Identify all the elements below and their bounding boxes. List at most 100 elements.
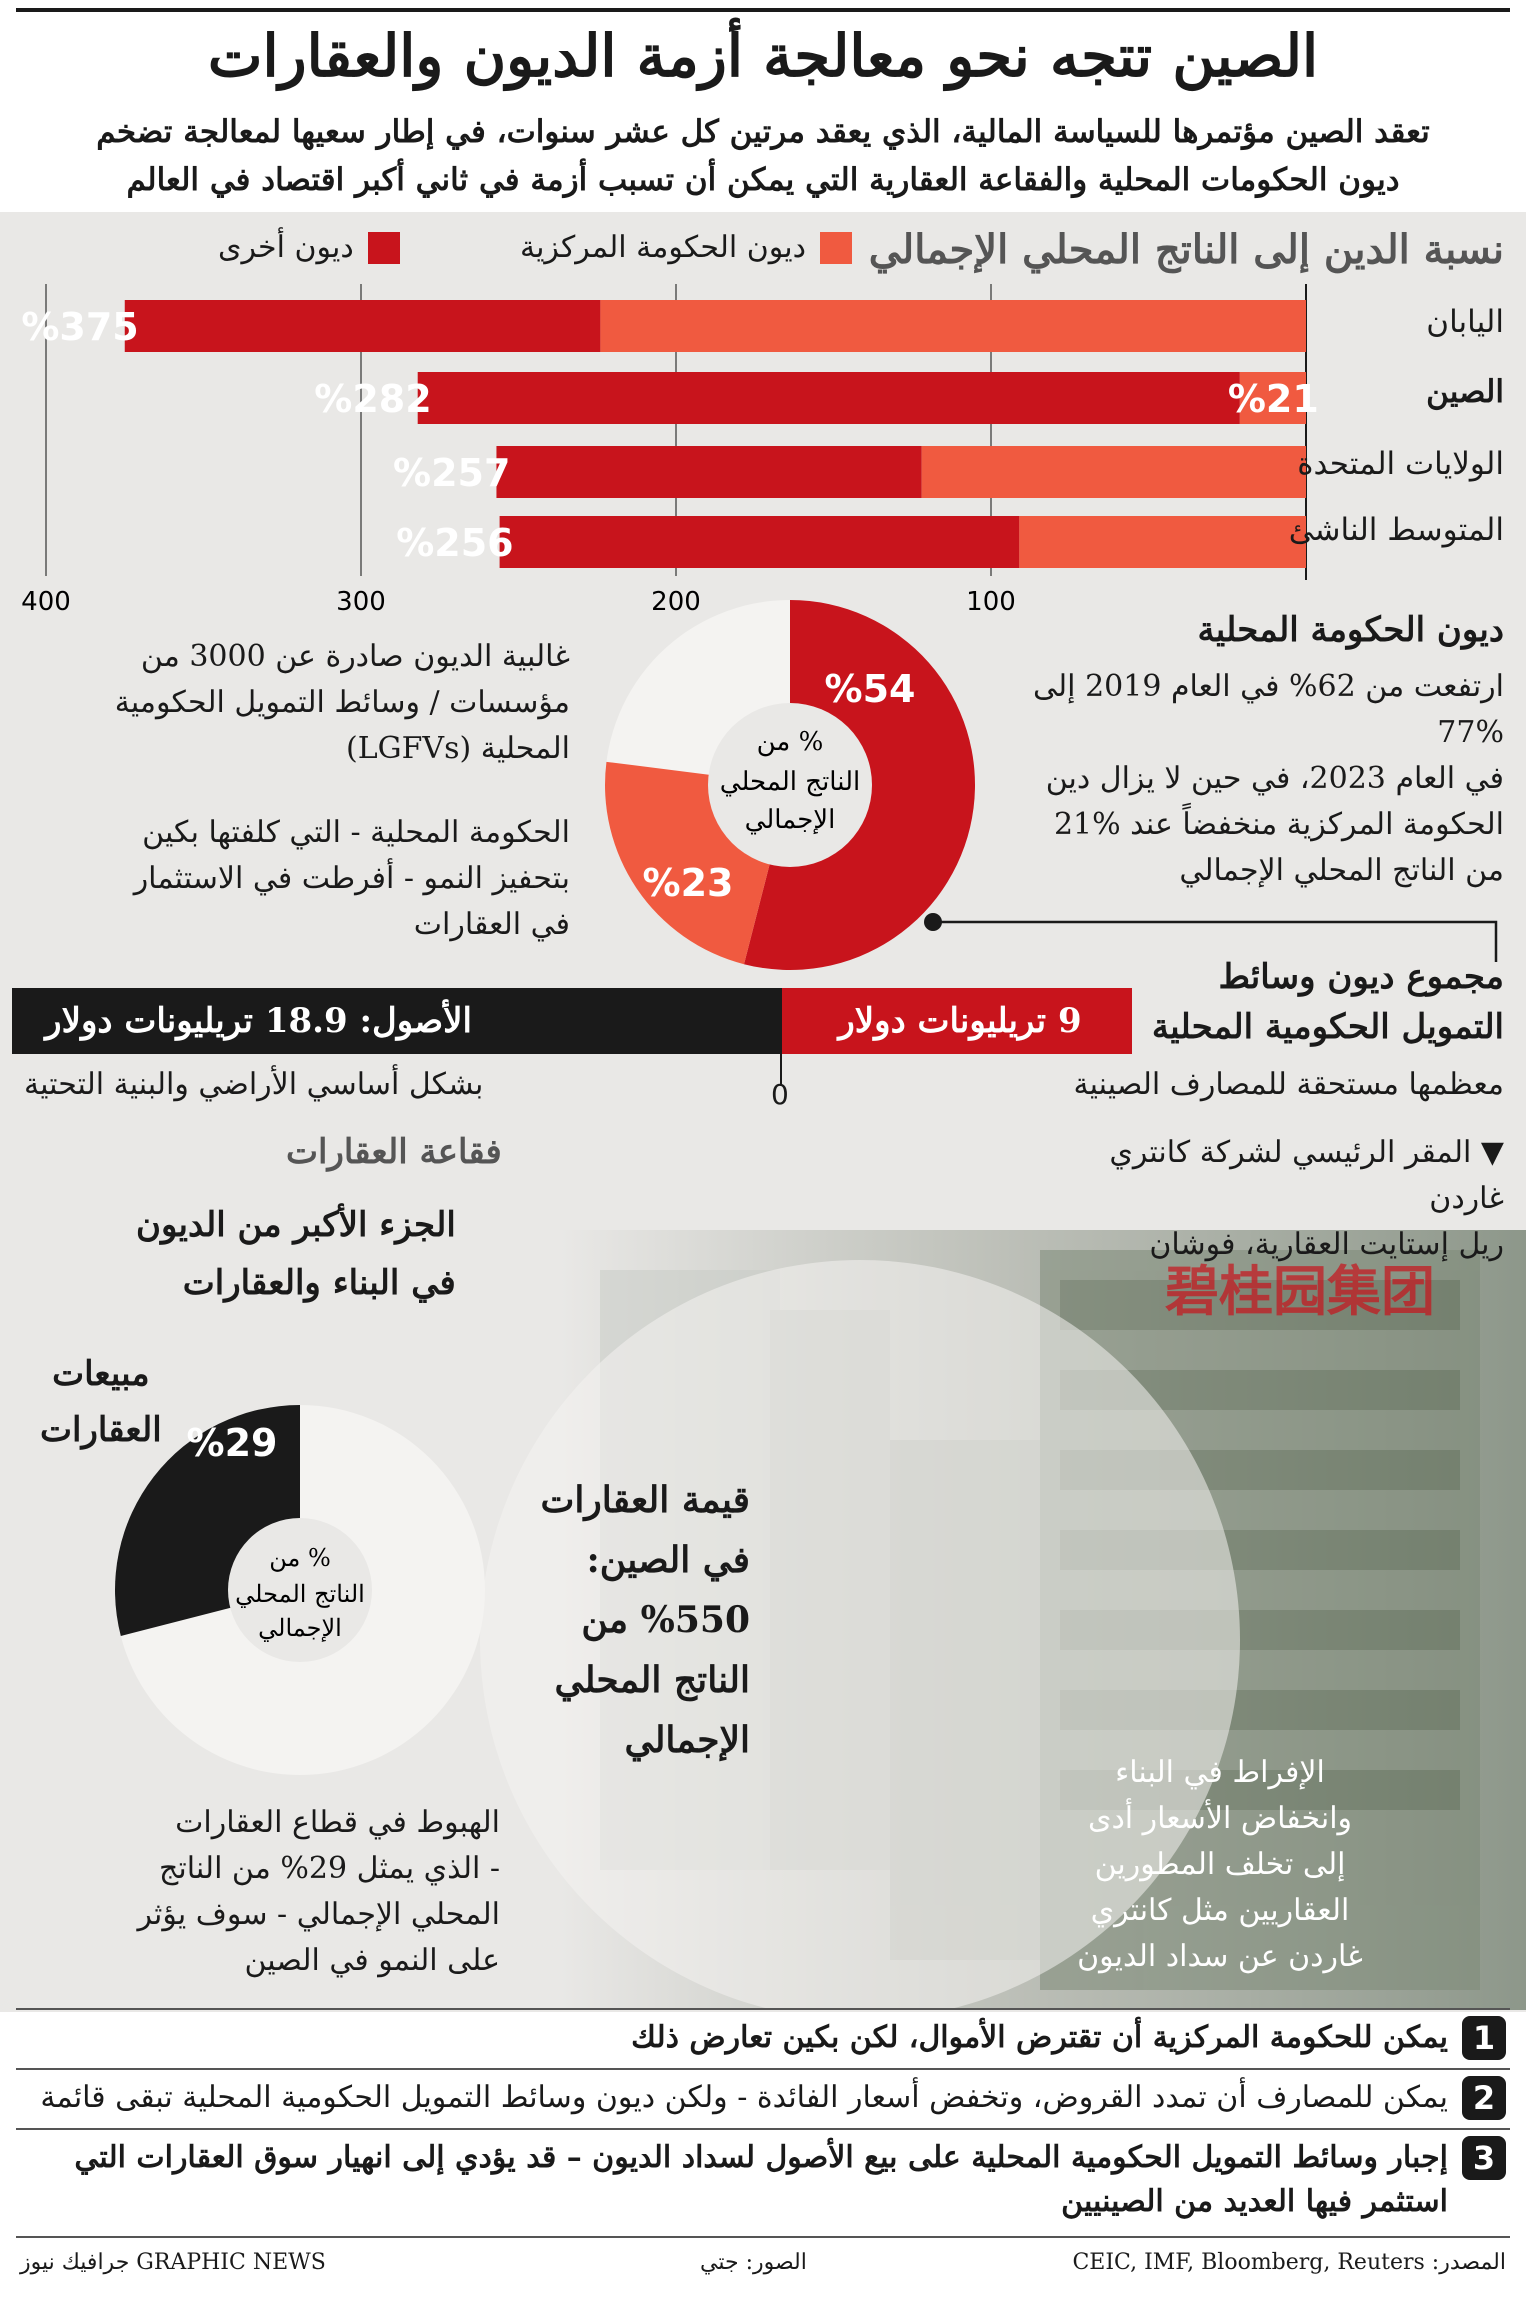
- debt-note: معظمها مستحقة للمصارف الصينية: [1073, 1067, 1504, 1102]
- legend-swatch-other: [367, 231, 400, 264]
- separator: [16, 2128, 1510, 2130]
- legend-central: ديون الحكومة المركزية: [520, 230, 853, 265]
- property-value-text: قيمة العقارات في الصين: %550 من الناتج ا…: [530, 1470, 750, 1770]
- subtitle: تعقد الصين مؤتمرها للسياسة المالية، الذي…: [40, 108, 1486, 204]
- bar-other-debt: [499, 516, 1020, 568]
- page-title: الصين تتجه نحو معالجة أزمة الديون والعقا…: [207, 22, 1319, 90]
- sales-pie-hole: [228, 1518, 372, 1662]
- bar-central-debt: [1239, 372, 1306, 424]
- bar-central-debt: [1019, 516, 1306, 568]
- source: المصدر: CEIC, IMF, Bloomberg, Reuters: [1072, 2250, 1506, 2275]
- assets-note: بشكل أساسي الأراضي والبنية التحتية: [24, 1067, 484, 1102]
- donut-center-line: الناتج المحلي: [720, 767, 860, 797]
- lgfv-heading-line: التمويل الحكومية المحلية: [1151, 1007, 1504, 1047]
- legend-label-other: ديون أخرى: [218, 230, 354, 265]
- donut-label-54: %54: [825, 667, 916, 711]
- country-emerging: المتوسط الناشئ: [1288, 512, 1504, 548]
- brand: GRAPHIC NEWS جرافيك نيوز: [20, 2250, 326, 2275]
- leader-line: [933, 920, 1498, 962]
- country-usa: الولايات المتحدة: [1297, 446, 1504, 482]
- bar-central-debt: [921, 446, 1306, 498]
- lgfv-heading-line: مجموع ديون وسائط: [1218, 957, 1504, 997]
- property-subheading-line: في البناء والعقارات: [182, 1263, 456, 1303]
- property-subheading: الجزء الأكبر من الديون في البناء والعقار…: [136, 1196, 456, 1312]
- legend-swatch-central: [820, 231, 853, 264]
- note-line: في العقارات: [413, 907, 570, 942]
- decline-text: الهبوط في قطاع العقارات - الذي يمثل 29% …: [40, 1800, 500, 1984]
- bar-total-label: %282: [314, 377, 431, 421]
- decline-line: الهبوط في قطاع العقارات: [175, 1805, 500, 1840]
- note-line: غالبية الديون صادرة عن 3000 من: [140, 639, 570, 674]
- bar-other-debt: [124, 300, 601, 352]
- overbuild-line: وانخفاض الأسعار أدى: [1087, 1801, 1353, 1836]
- zero-axis: [780, 988, 782, 1086]
- legend-other: ديون أخرى: [218, 230, 400, 265]
- bar-chart: 100 200 300 400 %375 %282 %21 %257 %256: [21, 284, 1319, 617]
- sales-label: مبيعات العقارات: [40, 1346, 162, 1458]
- debt-bar: [780, 988, 1132, 1054]
- zero-tick: 0: [771, 1078, 789, 1111]
- local-gov-body-line: من الناتج المحلي الإجمالي: [1179, 853, 1504, 888]
- bar-other-debt: [496, 446, 922, 498]
- lgfv-heading: مجموع ديون وسائط التمويل الحكومية المحلي…: [1152, 952, 1504, 1052]
- donut-center-line: % من: [757, 727, 824, 757]
- lgfv-note: غالبية الديون صادرة عن 3000 من مؤسسات / …: [30, 634, 570, 772]
- property-graphic: 碧桂园集团 %29 % من الناتج المحلي الإجمالي: [115, 1230, 1526, 2010]
- property-value-bubble: [480, 1260, 1240, 2010]
- pie-center-line: الإجمالي: [258, 1614, 342, 1642]
- separator: [16, 2068, 1510, 2070]
- local-gov-heading: ديون الحكومة المحلية: [1197, 610, 1505, 650]
- decline-line: على النمو في الصين: [244, 1943, 500, 1978]
- step-number: 1: [1462, 2016, 1506, 2060]
- donut-label-23: %23: [643, 861, 734, 905]
- pie-center-line: الناتج المحلي: [235, 1580, 365, 1608]
- photo-caption-line: ▼ المقر الرئيسي لشركة كانتري غاردن: [1109, 1135, 1504, 1216]
- country-japan: اليابان: [1426, 304, 1504, 340]
- step-text: يمكن للحكومة المركزية أن تقترض الأموال، …: [631, 2020, 1448, 2055]
- overbuild-line: غاردن عن سداد الديون: [1077, 1939, 1363, 1974]
- bar-total-label: %375: [21, 305, 138, 349]
- local-gov-note: الحكومة المحلية - التي كلفتها بكين بتحفي…: [30, 810, 570, 948]
- local-debt-donut: %54 %23 % من الناتج المحلي الإجمالي: [605, 600, 1498, 970]
- legend-label-central: ديون الحكومة المركزية: [520, 230, 807, 265]
- x-tick-label: 400: [21, 587, 71, 617]
- separator: [16, 2008, 1510, 2010]
- note-line: المحلية (LGFVs): [346, 731, 570, 766]
- sales-label-line: مبيعات: [52, 1354, 150, 1394]
- bar-total-label: %256: [396, 521, 513, 565]
- decline-line: - الذي يمثل 29% من الناتج: [159, 1851, 500, 1886]
- country-china: الصين: [1426, 374, 1504, 410]
- step-1: 1 يمكن للحكومة المركزية أن تقترض الأموال…: [20, 2016, 1506, 2060]
- step-text: يمكن للمصارف أن تمدد القروض، وتخفض أسعار…: [40, 2080, 1448, 2115]
- note-line: الحكومة المحلية - التي كلفتها بكين: [142, 815, 570, 850]
- bar-other-debt: [417, 372, 1240, 424]
- assets-label-wrap: الأصول: 18.9 تريليونات دولار: [12, 990, 772, 1052]
- assets-bar: [12, 988, 780, 1054]
- x-tick-label: 200: [651, 587, 701, 617]
- top-rule: [16, 8, 1510, 12]
- assets-label: الأصول: 18.9 تريليونات دولار: [45, 1001, 472, 1041]
- overbuild-text: الإفراط في البناء وانخفاض الأسعار أدى إل…: [1010, 1750, 1430, 1980]
- sales-pct-label: %29: [187, 1421, 278, 1465]
- x-tick-label: 300: [336, 587, 386, 617]
- step-2: 2 يمكن للمصارف أن تمدد القروض، وتخفض أسع…: [20, 2076, 1506, 2120]
- chart-title: نسبة الدين إلى الناتج المحلي الإجمالي: [868, 226, 1504, 273]
- bar-central-label: %21: [1228, 377, 1319, 421]
- pie-center-line: % من: [269, 1544, 331, 1572]
- bar-total-label: %257: [393, 451, 510, 495]
- overbuild-line: إلى تخلف المطورين: [1094, 1847, 1346, 1882]
- step-text: إجبار وسائط التمويل الحكومية المحلية على…: [74, 2140, 1448, 2219]
- donut-center-line: الإجمالي: [745, 805, 836, 835]
- sales-label-line: العقارات: [40, 1410, 162, 1450]
- step-number: 3: [1462, 2136, 1506, 2180]
- photo-caption-line: ريل إستايت العقارية، فوشان: [1149, 1227, 1504, 1262]
- value-line: %550 من: [581, 1599, 750, 1641]
- subtitle-line-2: ديون الحكومات المحلية والفقاعة العقارية …: [126, 162, 1400, 198]
- value-line: الناتج المحلي: [554, 1659, 750, 1701]
- step-number: 2: [1462, 2076, 1506, 2120]
- company-sign: 碧桂园集团: [1165, 1260, 1435, 1323]
- property-subheading-line: الجزء الأكبر من الديون: [136, 1205, 456, 1245]
- bar-central-debt: [600, 300, 1306, 352]
- local-gov-body-line: الحكومة المركزية منخفضاً عند %21: [1053, 807, 1504, 842]
- value-line: الإجمالي: [624, 1719, 750, 1761]
